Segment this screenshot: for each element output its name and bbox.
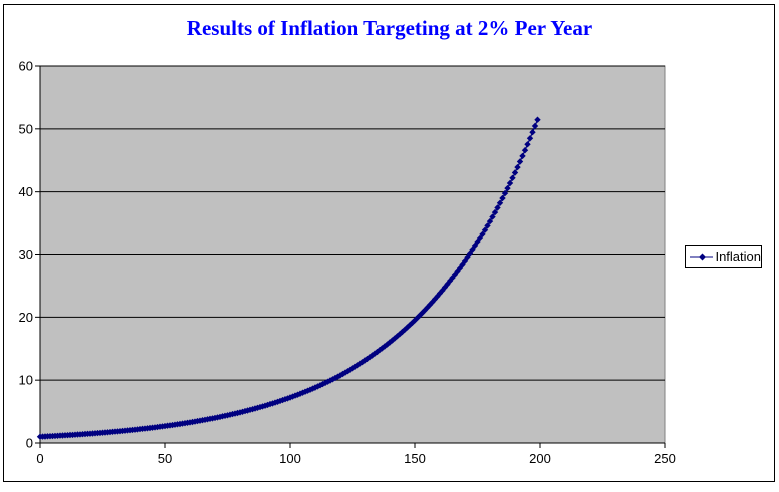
y-tick-label: 30 [19,247,33,262]
legend-label: Inflation [715,249,761,264]
legend: Inflation [685,245,762,268]
x-tick-label: 200 [529,451,551,466]
y-tick-label: 60 [19,59,33,74]
y-tick-label: 10 [19,373,33,388]
y-tick-label: 40 [19,184,33,199]
y-tick-label: 20 [19,310,33,325]
legend-diamond-icon [699,253,706,260]
x-tick-label: 100 [279,451,301,466]
y-tick-label: 0 [26,436,33,451]
legend-marker [690,253,714,260]
x-tick-label: 150 [404,451,426,466]
x-tick-label: 0 [36,451,43,466]
x-tick-label: 50 [158,451,172,466]
y-tick-label: 50 [19,121,33,136]
chart-title: Results of Inflation Targeting at 2% Per… [186,16,593,40]
x-tick-label: 250 [654,451,676,466]
